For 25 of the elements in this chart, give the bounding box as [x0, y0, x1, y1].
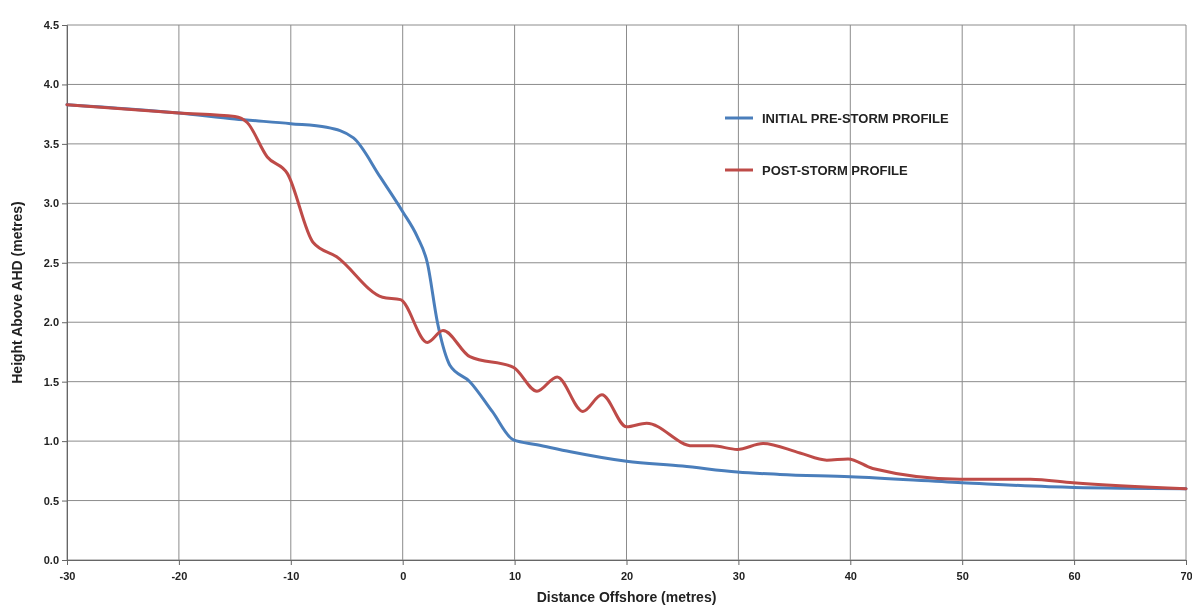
y-tick-label: 3.5	[43, 137, 59, 150]
x-tick-label: 60	[1068, 570, 1081, 583]
y-tick-label: 4.5	[43, 19, 59, 32]
x-axis-title: Distance Offshore (metres)	[536, 589, 717, 605]
x-tick-label: 20	[620, 570, 634, 583]
legend-label: POST-STORM PROFILE	[762, 163, 908, 178]
x-tick-label: 50	[956, 570, 969, 583]
y-tick-label: 4.0	[43, 78, 59, 91]
y-tick-label: 1.5	[43, 375, 59, 388]
y-axis-title: Height Above AHD (metres)	[9, 201, 25, 384]
x-tick-label: 70	[1180, 570, 1192, 583]
x-tick-label: 40	[844, 570, 857, 583]
y-tick-label: 0.0	[43, 554, 59, 567]
x-tick-label: -10	[283, 570, 300, 583]
x-tick-label: 30	[732, 570, 746, 583]
x-tick-label: -30	[59, 570, 76, 583]
y-tick-label: 1.0	[43, 435, 59, 448]
y-tick-label: 2.0	[43, 316, 59, 329]
x-tick-label: 0	[400, 570, 407, 583]
y-tick-label: 2.5	[43, 256, 59, 269]
legend-label: INITIAL PRE-STORM PROFILE	[762, 111, 949, 126]
y-tick-label: 3.0	[43, 197, 59, 210]
y-tick-label: 0.5	[43, 494, 59, 507]
x-tick-label: 10	[508, 570, 522, 583]
x-tick-label: -20	[171, 570, 188, 583]
